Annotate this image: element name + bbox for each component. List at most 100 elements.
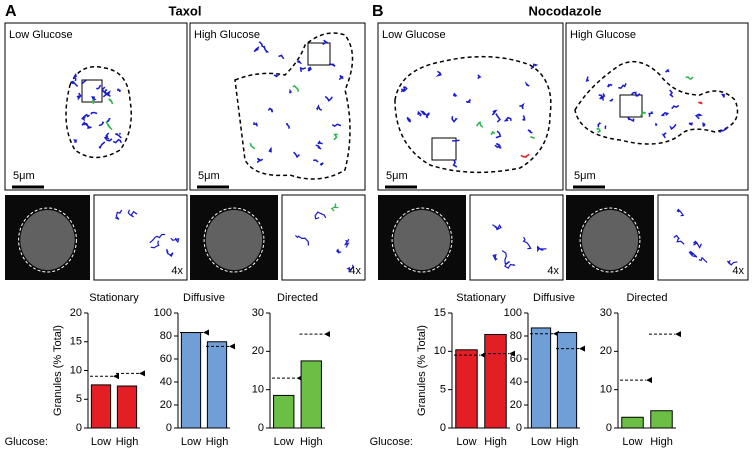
scale-label: 5μm [386,170,408,182]
granule-track [435,70,442,77]
glucose-label: Glucose: [5,436,48,448]
granule-track [84,113,90,118]
granule-track [476,121,484,128]
granule-track [268,146,273,153]
bar [116,385,138,429]
granule-track [333,133,338,141]
granule-track [91,96,97,102]
y-tick-label: 60 [160,353,172,365]
y-tick-label: 100 [154,307,172,319]
y-tick-label: 80 [160,330,172,342]
granule-track [83,122,89,127]
scale-label: 5μm [198,170,220,182]
reference-arrow [675,331,681,338]
granule-track [289,88,292,94]
granule-track [253,46,260,53]
granule-track [317,140,323,145]
cell-glow [393,210,451,270]
granule-track [91,99,95,104]
granule-track [648,111,654,117]
granule-track [698,101,703,105]
cell-outline [574,60,739,145]
x-tick-label: Low [274,436,294,448]
y-tick-label: 40 [160,376,172,388]
image-label: Low Glucose [382,29,446,41]
image-frame [377,22,564,191]
y-tick-label: 5 [76,393,82,405]
bar [180,332,202,429]
x-tick-label: High [116,436,139,448]
granule-track [81,114,86,122]
x-tick-label: High [556,436,579,448]
granule-track [296,59,303,65]
zoom-image [657,194,749,281]
granule-track [116,88,121,93]
x-tick-label: Low [91,436,111,448]
granule-track [626,116,635,123]
granule-track [81,79,87,84]
zoom-track [522,236,532,250]
granule-track [112,138,123,144]
bar [650,410,673,429]
granule-track [597,122,602,128]
granule-track [702,122,706,127]
cell-outline [65,66,132,159]
y-tick-label: 15 [70,336,82,348]
granule-track [322,39,328,46]
x-tick-label: Low [531,436,551,448]
granule-track [685,76,694,81]
granule-track [527,129,533,134]
granule-track [671,104,680,110]
y-tick-label: 10 [252,384,264,396]
zoom-track [688,250,698,258]
granule-track [694,113,703,120]
y-tick-label: 20 [70,307,82,319]
y-tick-label: 10 [600,384,612,396]
scale-label: 5μm [574,170,596,182]
granule-track [495,130,502,139]
granule-track [530,63,539,70]
granule-track [451,139,460,142]
granule-track [721,93,725,98]
granule-track [519,102,525,110]
y-tick-label: 10 [70,364,82,376]
granule-track [87,126,93,129]
granule-track [285,122,290,129]
chart-title: Directed [627,292,668,304]
y-tick-label: 20 [252,345,264,357]
granule-track [585,76,589,82]
granule-track [661,132,667,139]
granule-track [273,74,280,78]
granule-track [635,93,641,97]
reference-arrow [324,331,330,338]
zoom-track [537,245,547,253]
y-tick-label: 20 [160,399,172,411]
granule-track [524,81,530,87]
granule-track [494,144,502,149]
bar [530,327,552,429]
granule-track [718,126,729,134]
chart-title: Stationary [456,292,506,304]
scale-label: 5μm [13,170,35,182]
reference-arrow [646,377,652,384]
granule-track [278,54,285,60]
granule-track [630,91,637,96]
zoom-track [501,250,510,265]
y-tick-label: 0 [516,422,522,434]
image-label: High Glucose [194,29,260,41]
zoom-track [346,264,355,273]
granule-track [618,83,627,89]
zoom-track [504,261,516,270]
image-label: High Glucose [570,29,636,41]
zoom-track [150,240,160,249]
zoom-track [314,211,327,220]
cell-glow-outline [18,207,77,273]
granule-track [108,98,114,105]
zoom-track [336,248,342,254]
granule-track [263,45,270,53]
x-tick-label: High [300,436,323,448]
cell-glow-outline [203,207,265,273]
zoom-factor: 4x [547,265,559,277]
x-tick-label: Low [456,436,476,448]
